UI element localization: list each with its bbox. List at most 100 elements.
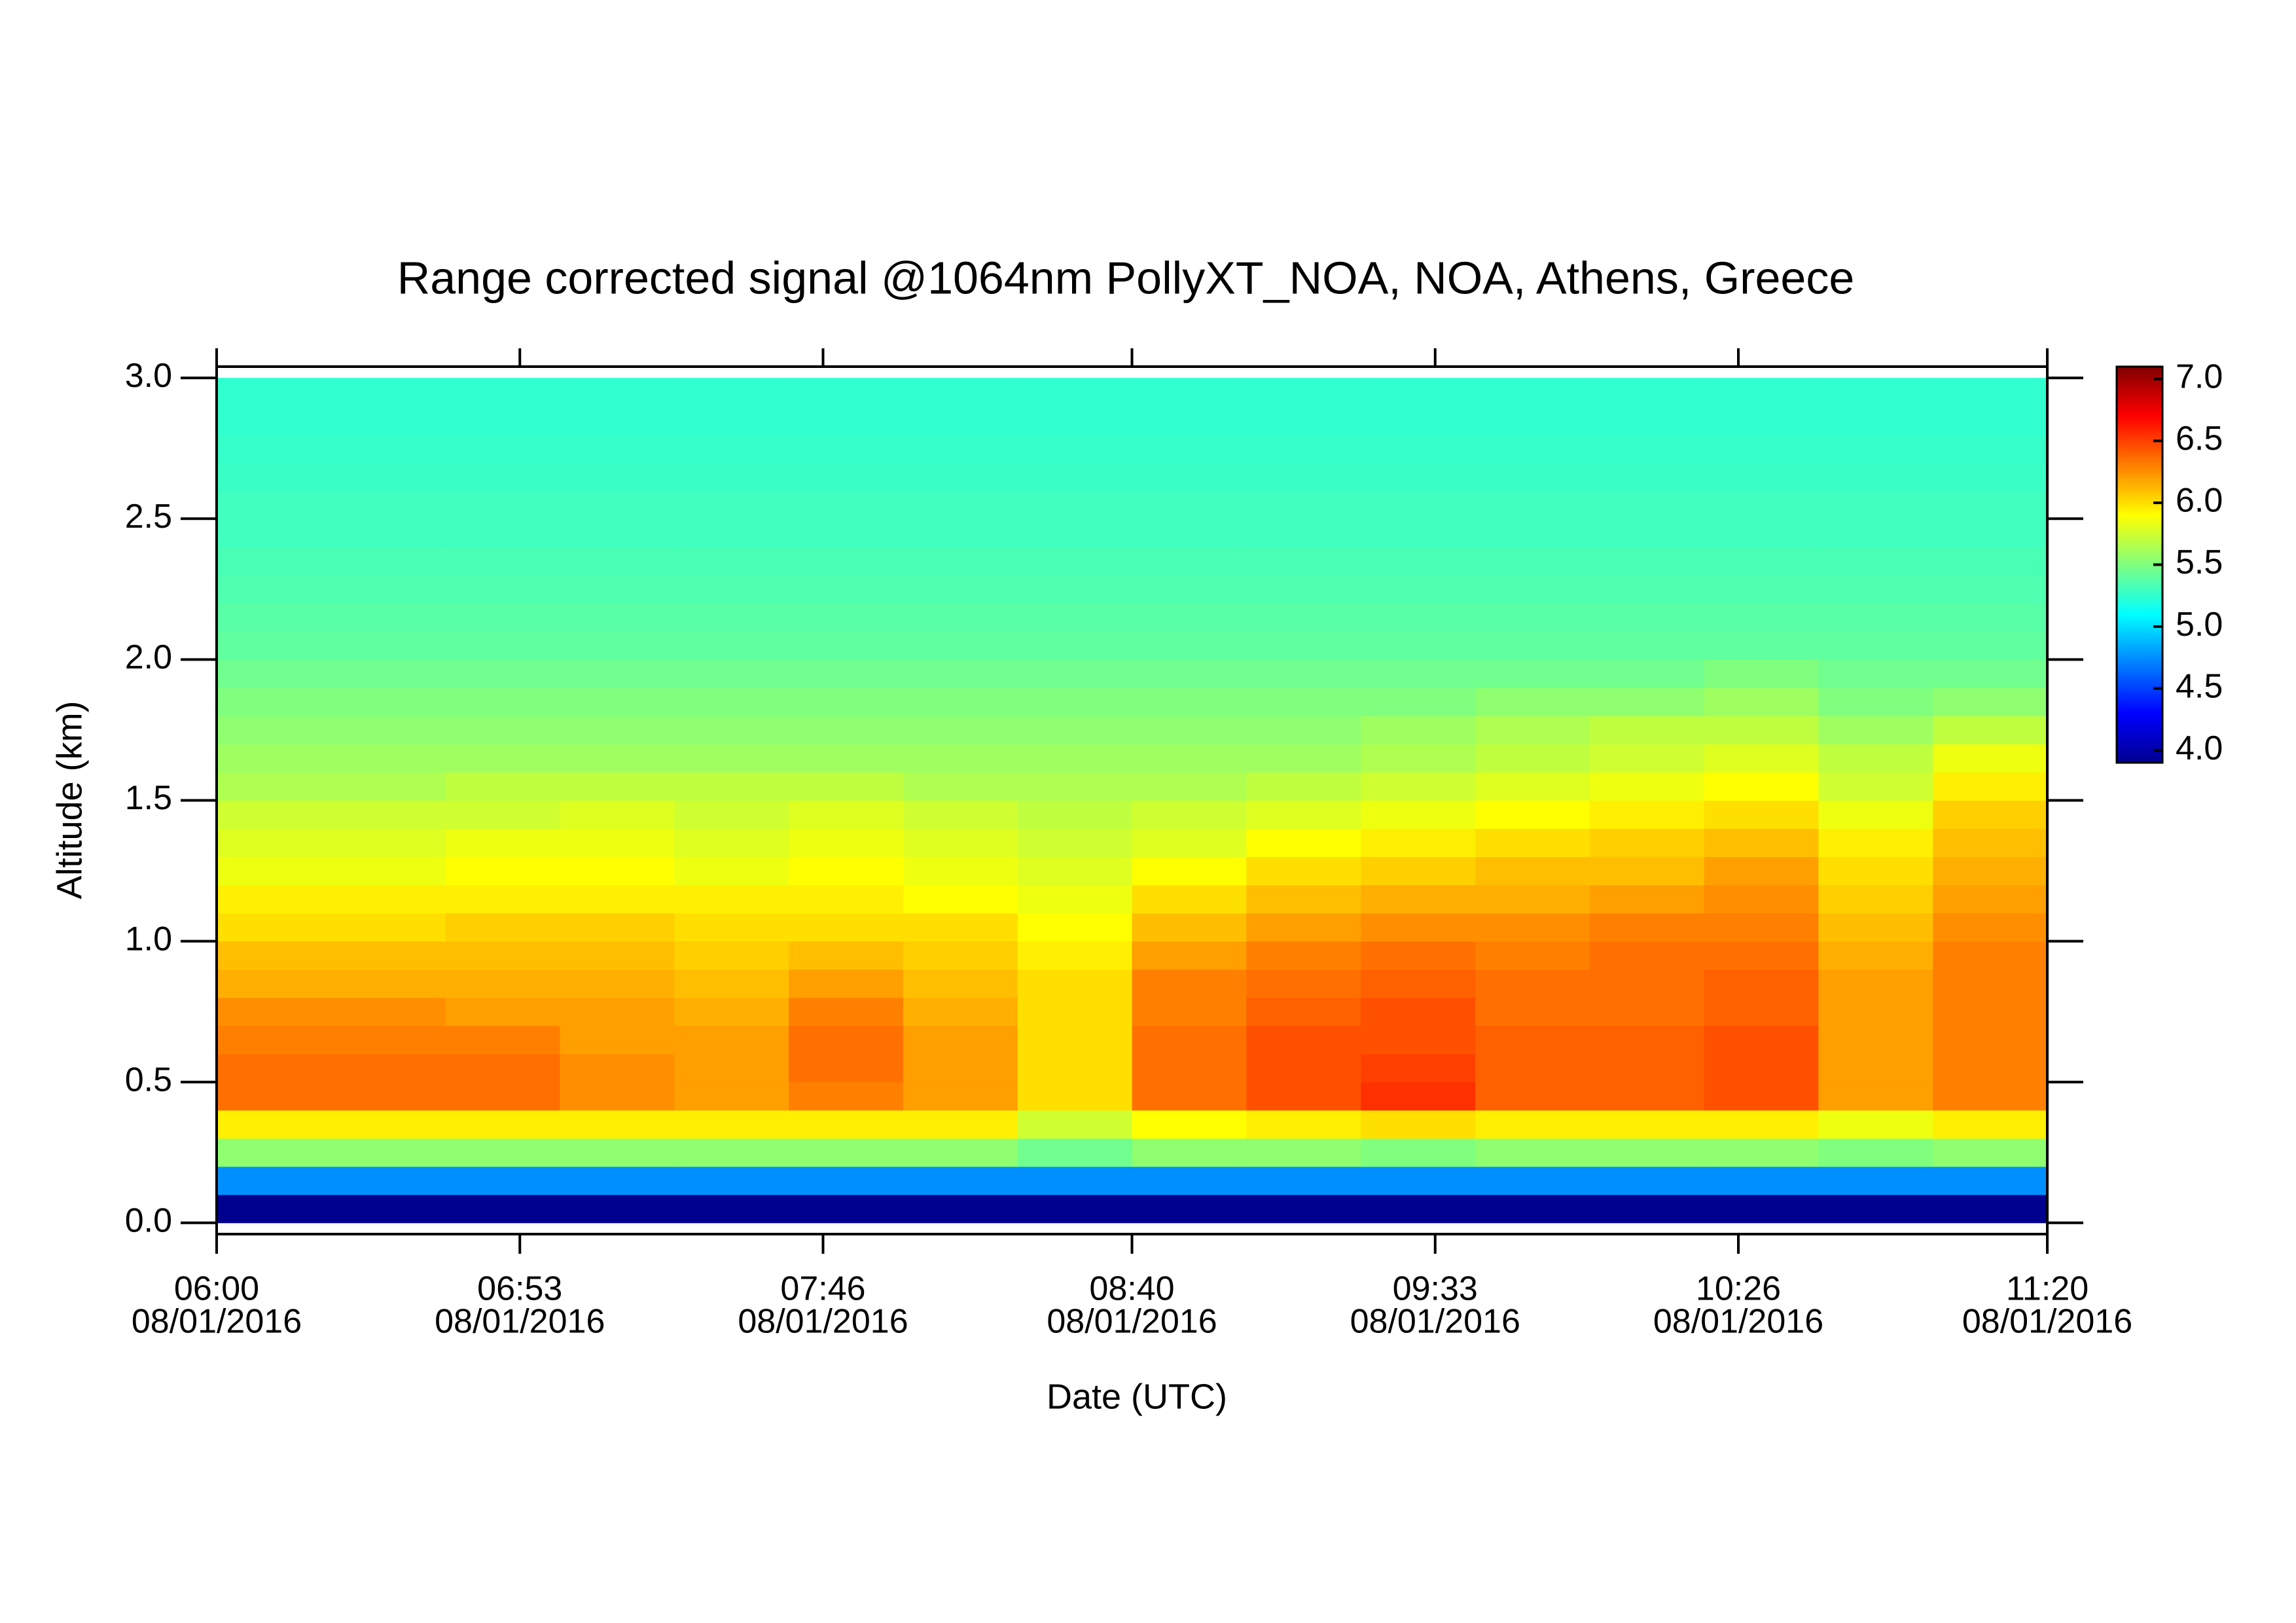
heatmap-cell <box>1017 913 1132 942</box>
heatmap-cell <box>1704 687 1819 716</box>
heatmap-cell <box>1818 406 1933 435</box>
heatmap-cell <box>1933 519 2048 547</box>
heatmap-cell <box>1818 434 1933 463</box>
heatmap-cell <box>1589 744 1705 773</box>
heatmap-cell <box>1361 772 1476 801</box>
y-axis-label: Altitude (km) <box>50 701 89 899</box>
heatmap-cell <box>331 856 446 886</box>
heatmap-cell <box>1017 1053 1132 1083</box>
heatmap-cell <box>1475 519 1590 547</box>
heatmap-cell <box>1132 913 1247 942</box>
heatmap-cell <box>674 434 789 463</box>
heatmap-cell <box>1361 913 1476 942</box>
heatmap-cell <box>445 1082 560 1111</box>
heatmap-cell <box>1933 406 2048 435</box>
heatmap-cell <box>1246 969 1361 998</box>
heatmap-cell <box>560 1138 675 1167</box>
heatmap-cell <box>1818 800 1933 830</box>
heatmap-cell <box>1017 828 1132 858</box>
heatmap-cell <box>1475 856 1590 886</box>
heatmap-cell <box>1246 575 1361 604</box>
heatmap-cell <box>789 1110 904 1139</box>
heatmap-cell <box>1704 490 1819 519</box>
heatmap-cell <box>674 1110 789 1139</box>
x-tick-date: 08/01/2016 <box>1653 1303 1823 1341</box>
heatmap-cell <box>445 631 560 660</box>
x-tick-date: 08/01/2016 <box>1350 1303 1520 1341</box>
heatmap <box>217 378 2048 1224</box>
heatmap-cell <box>1589 519 1705 547</box>
heatmap-cell <box>560 969 675 998</box>
heatmap-cell <box>1933 941 2048 970</box>
heatmap-cell <box>674 462 789 491</box>
heatmap-cell <box>445 1166 560 1195</box>
heatmap-cell <box>789 913 904 942</box>
heatmap-cell <box>1933 547 2048 575</box>
heatmap-cell <box>1017 716 1132 744</box>
heatmap-cell <box>1933 1138 2048 1167</box>
heatmap-cell <box>560 716 675 744</box>
heatmap-cell <box>1017 603 1132 632</box>
heatmap-cell <box>1704 1053 1819 1083</box>
heatmap-cell <box>789 772 904 801</box>
heatmap-cell <box>1132 575 1247 604</box>
heatmap-cell <box>903 1138 1018 1167</box>
heatmap-cell <box>1132 828 1247 858</box>
heatmap-cell <box>789 997 904 1027</box>
heatmap-cell <box>445 1053 560 1083</box>
heatmap-cell <box>1704 547 1819 575</box>
heatmap-cell <box>445 406 560 435</box>
heatmap-cell <box>445 1138 560 1167</box>
heatmap-cell <box>1017 1166 1132 1195</box>
heatmap-cell <box>1933 1110 2048 1139</box>
heatmap-cell <box>560 1194 675 1224</box>
heatmap-cell <box>1589 856 1705 886</box>
heatmap-cell <box>560 490 675 519</box>
heatmap-cell <box>560 434 675 463</box>
heatmap-cell <box>789 490 904 519</box>
heatmap-cell <box>1933 997 2048 1027</box>
heatmap-cell <box>1475 434 1590 463</box>
heatmap-cell <box>1475 941 1590 970</box>
heatmap-cell <box>1361 547 1476 575</box>
heatmap-cell <box>1475 1166 1590 1195</box>
heatmap-cell <box>1818 1194 1933 1224</box>
heatmap-cell <box>1361 631 1476 660</box>
heatmap-cell <box>217 547 332 575</box>
heatmap-cell <box>1704 406 1819 435</box>
heatmap-cell <box>1132 434 1247 463</box>
heatmap-cell <box>1933 378 2048 407</box>
heatmap-cell <box>1132 631 1247 660</box>
heatmap-cell <box>1818 828 1933 858</box>
heatmap-cell <box>1475 1025 1590 1055</box>
heatmap-cell <box>331 603 446 632</box>
heatmap-cell <box>1818 490 1933 519</box>
heatmap-cell <box>789 1082 904 1111</box>
heatmap-cell <box>1589 1025 1705 1055</box>
heatmap-cell <box>1246 828 1361 858</box>
heatmap-cell <box>1818 744 1933 773</box>
heatmap-cell <box>1361 716 1476 744</box>
heatmap-cell <box>1017 1138 1132 1167</box>
heatmap-cell <box>331 687 446 716</box>
heatmap-cell <box>1017 462 1132 491</box>
heatmap-cell <box>1704 941 1819 970</box>
heatmap-cell <box>445 434 560 463</box>
heatmap-cell <box>903 462 1018 491</box>
heatmap-cell <box>903 1053 1018 1083</box>
heatmap-cell <box>1017 856 1132 886</box>
heatmap-cell <box>560 941 675 970</box>
heatmap-cell <box>1132 1082 1247 1111</box>
heatmap-cell <box>1818 1110 1933 1139</box>
heatmap-cell <box>1246 716 1361 744</box>
heatmap-cell <box>1589 631 1705 660</box>
heatmap-cell <box>1933 575 2048 604</box>
heatmap-cell <box>903 716 1018 744</box>
heatmap-cell <box>560 462 675 491</box>
heatmap-cell <box>1017 1194 1132 1224</box>
heatmap-cell <box>445 913 560 942</box>
y-tick-label: 0.0 <box>125 1202 172 1240</box>
heatmap-cell <box>1132 856 1247 886</box>
heatmap-cell <box>1589 884 1705 914</box>
heatmap-cell <box>1818 631 1933 660</box>
